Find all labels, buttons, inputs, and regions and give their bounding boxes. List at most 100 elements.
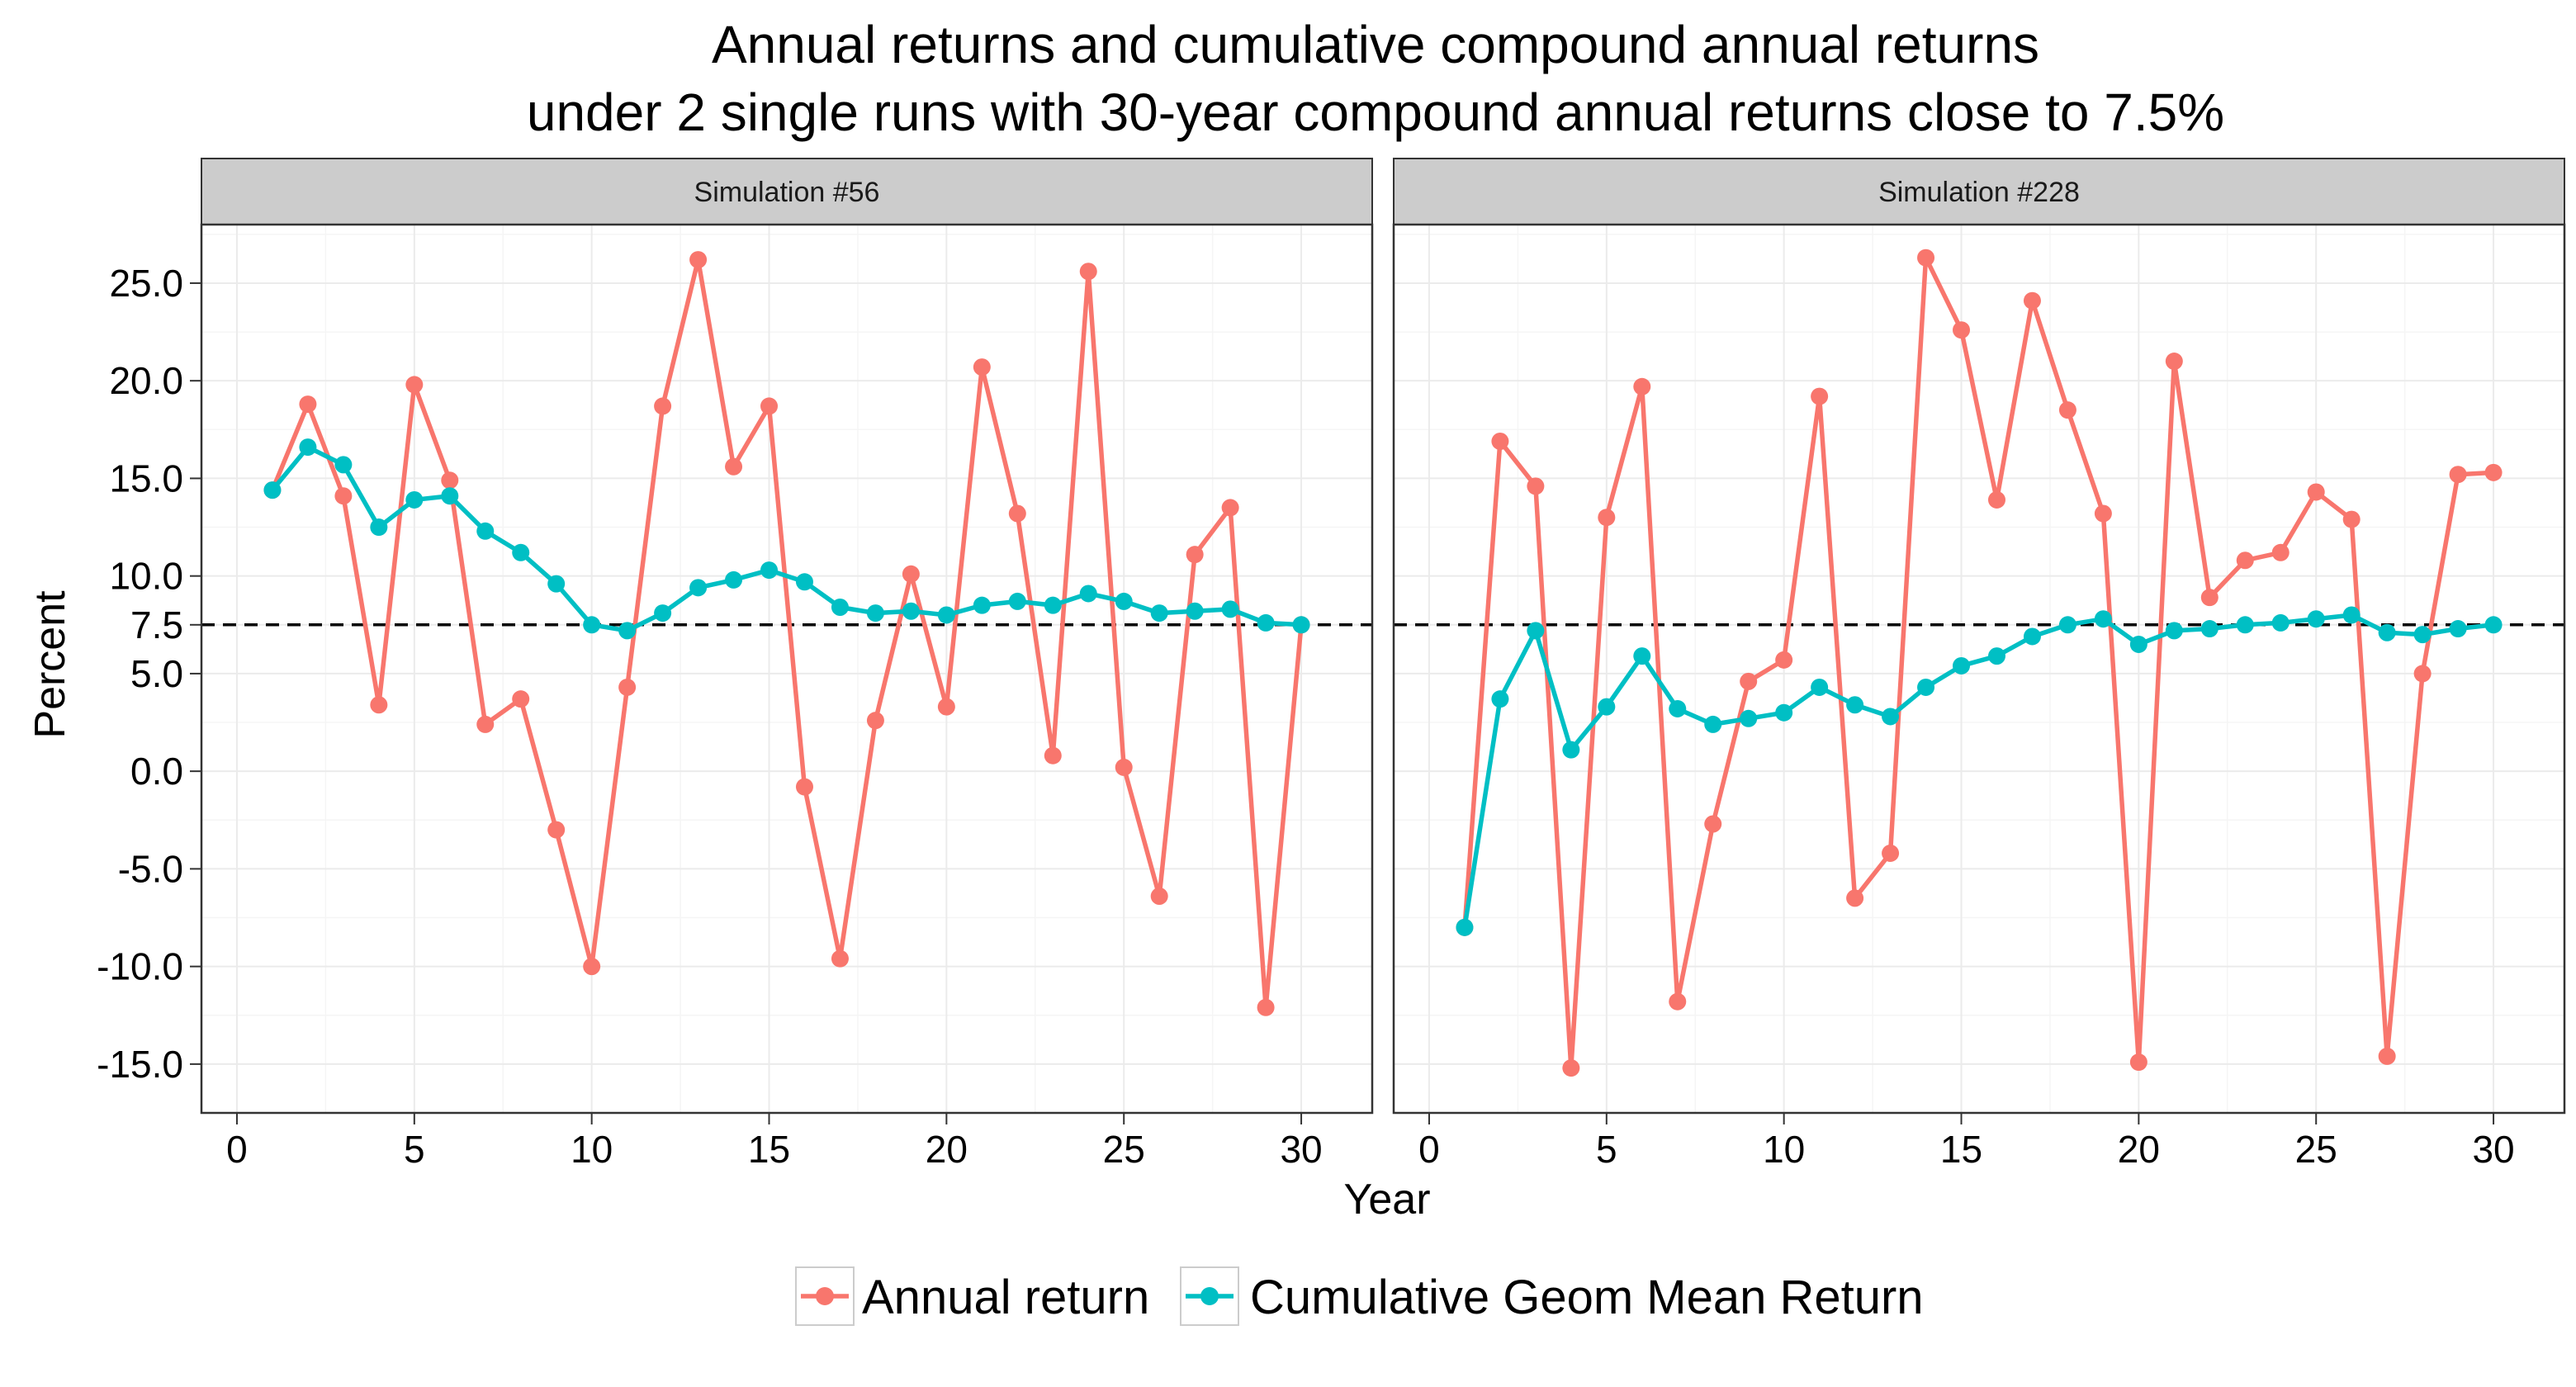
y-tick-label: 20.0 (109, 359, 183, 402)
data-point-annual-return (1527, 477, 1545, 495)
data-point-annual-return (831, 949, 849, 968)
data-point-annual-return (2200, 589, 2218, 607)
data-point-annual-return (299, 395, 317, 414)
y-tick-label: -5.0 (118, 847, 183, 890)
data-point-annual-return (512, 690, 530, 708)
data-point-cumulative-geom-mean-return (1775, 703, 1793, 722)
data-point-annual-return (760, 397, 779, 415)
data-point-cumulative-geom-mean-return (1953, 656, 1971, 675)
facet-strip-label: Simulation #228 (1878, 177, 2080, 208)
y-tick-label: 15.0 (109, 457, 183, 499)
data-point-annual-return (795, 778, 813, 796)
data-point-cumulative-geom-mean-return (1115, 592, 1133, 610)
data-point-annual-return (370, 696, 388, 714)
data-point-cumulative-geom-mean-return (1917, 678, 1935, 696)
data-point-cumulative-geom-mean-return (1456, 918, 1474, 936)
data-point-annual-return (1221, 499, 1239, 517)
data-point-annual-return (2449, 466, 2467, 484)
y-axis-title: Percent (26, 590, 74, 739)
data-point-cumulative-geom-mean-return (441, 487, 459, 505)
data-point-cumulative-geom-mean-return (2023, 627, 2041, 646)
x-tick-label: 25 (1103, 1128, 1145, 1171)
data-point-annual-return (1882, 844, 1900, 862)
data-point-annual-return (2378, 1047, 2396, 1065)
data-point-annual-return (1987, 490, 2005, 509)
data-point-annual-return (1562, 1059, 1580, 1077)
x-tick-label: 10 (1763, 1128, 1805, 1171)
data-point-cumulative-geom-mean-return (760, 561, 779, 580)
data-point-cumulative-geom-mean-return (547, 575, 566, 593)
y-tick-label: 25.0 (109, 262, 183, 305)
data-point-cumulative-geom-mean-return (1811, 678, 1829, 696)
data-point-cumulative-geom-mean-return (2165, 622, 2183, 640)
x-tick-label: 5 (404, 1128, 425, 1171)
data-point-annual-return (654, 397, 672, 415)
data-point-annual-return (2342, 510, 2361, 528)
data-point-annual-return (1775, 651, 1793, 669)
x-tick-label: 20 (926, 1128, 968, 1171)
data-point-annual-return (2129, 1053, 2147, 1072)
data-point-cumulative-geom-mean-return (618, 622, 637, 640)
data-point-cumulative-geom-mean-return (2449, 620, 2467, 638)
data-point-cumulative-geom-mean-return (2307, 610, 2325, 628)
data-point-cumulative-geom-mean-return (2271, 613, 2290, 632)
y-tick-label: 0.0 (130, 750, 183, 793)
data-point-cumulative-geom-mean-return (1079, 585, 1097, 603)
data-point-annual-return (334, 487, 353, 505)
data-point-annual-return (405, 376, 424, 394)
facet-strip-label: Simulation #56 (694, 177, 880, 208)
x-tick-label: 15 (1940, 1128, 1982, 1171)
data-point-annual-return (902, 565, 920, 583)
legend-key (1180, 1266, 1239, 1326)
data-point-annual-return (618, 678, 637, 696)
data-point-cumulative-geom-mean-return (2236, 616, 2254, 634)
x-tick-label: 30 (2472, 1128, 2514, 1171)
data-point-annual-return (547, 821, 566, 839)
data-point-cumulative-geom-mean-return (1044, 596, 1062, 614)
data-point-cumulative-geom-mean-return (1186, 602, 1204, 620)
x-tick-label: 20 (2118, 1128, 2160, 1171)
data-point-annual-return (583, 958, 601, 976)
data-point-cumulative-geom-mean-return (1740, 709, 1758, 727)
data-point-cumulative-geom-mean-return (689, 579, 708, 597)
data-point-cumulative-geom-mean-return (2094, 610, 2112, 628)
data-point-cumulative-geom-mean-return (654, 604, 672, 622)
data-point-annual-return (1115, 758, 1133, 776)
data-point-annual-return (937, 698, 955, 716)
data-point-cumulative-geom-mean-return (2413, 626, 2432, 644)
data-point-cumulative-geom-mean-return (795, 573, 813, 591)
legend-key (795, 1266, 855, 1326)
data-point-cumulative-geom-mean-return (2058, 616, 2076, 634)
data-point-cumulative-geom-mean-return (2200, 620, 2218, 638)
legend: Annual return Cumulative Geom Mean Return (795, 1266, 1924, 1326)
data-point-cumulative-geom-mean-return (299, 438, 317, 457)
data-point-annual-return (2413, 665, 2432, 683)
x-tick-label: 30 (1280, 1128, 1322, 1171)
data-point-annual-return (2023, 291, 2041, 310)
data-point-annual-return (725, 457, 743, 476)
data-point-annual-return (2058, 401, 2076, 419)
data-point-annual-return (2236, 551, 2254, 570)
facet-strip (1393, 158, 2565, 225)
data-point-cumulative-geom-mean-return (1562, 741, 1580, 759)
data-point-cumulative-geom-mean-return (405, 490, 424, 509)
panel-2: Simulation #228 0 5 10 15 20 25 30 (1392, 158, 2566, 1171)
y-tick-label: 5.0 (130, 652, 183, 695)
facet-strip (201, 158, 1373, 225)
data-point-cumulative-geom-mean-return (725, 570, 743, 589)
data-point-annual-return (1633, 377, 1651, 395)
x-tick-label: 10 (571, 1128, 613, 1171)
y-tick-label: -10.0 (97, 945, 183, 988)
data-point-annual-return (2165, 353, 2183, 371)
data-point-cumulative-geom-mean-return (2342, 606, 2361, 624)
data-point-cumulative-geom-mean-return (2129, 635, 2147, 653)
data-point-cumulative-geom-mean-return (370, 518, 388, 537)
series-line-annual-return (270, 257, 1304, 1011)
data-point-annual-return (1257, 998, 1275, 1016)
data-point-cumulative-geom-mean-return (1846, 696, 1864, 714)
x-axis-title: Year (1343, 1176, 1430, 1224)
y-tick-label: 7.5 (130, 604, 183, 646)
data-point-cumulative-geom-mean-return (512, 543, 530, 561)
data-point-annual-return (2271, 543, 2290, 561)
